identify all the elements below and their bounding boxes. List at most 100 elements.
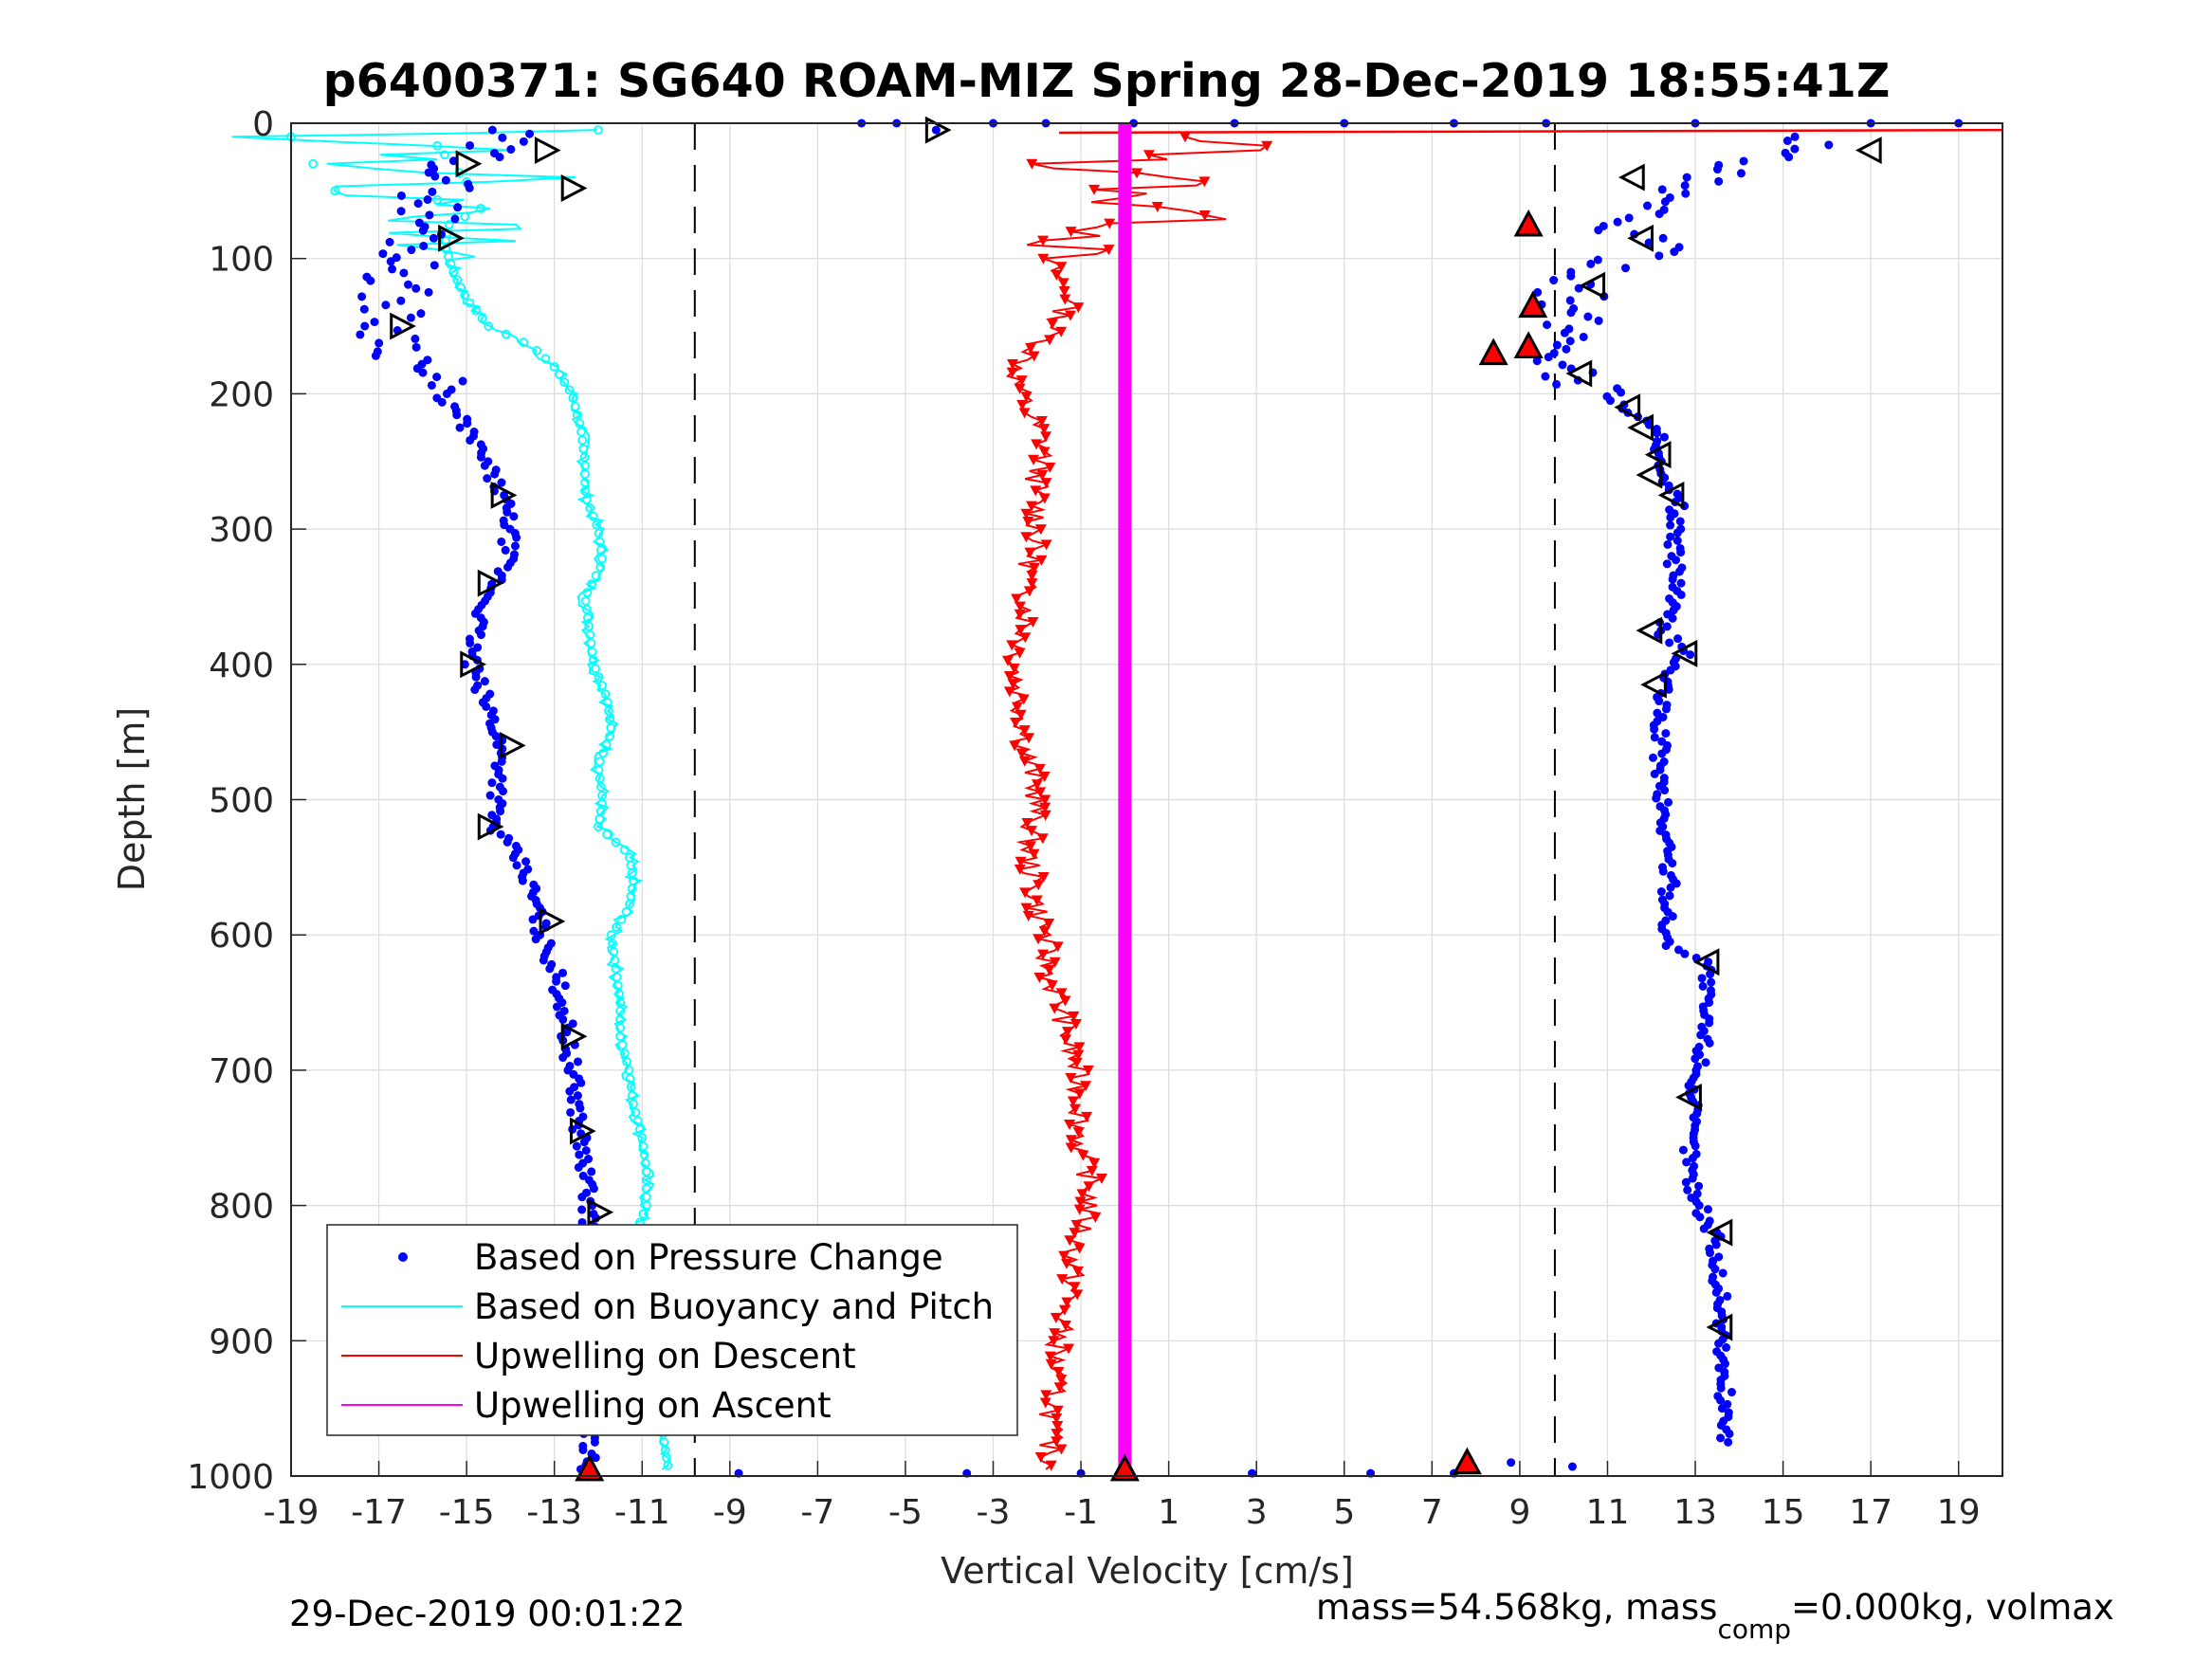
descent-point xyxy=(1031,895,1043,906)
y-tick-label: 100 xyxy=(209,241,274,280)
pressure-change-point xyxy=(545,964,555,974)
buoyancy-pitch-point xyxy=(583,612,593,623)
pressure-change-point xyxy=(1695,1212,1705,1222)
pressure-change-point xyxy=(399,268,409,278)
pressure-change-point xyxy=(1552,340,1562,350)
x-tick-label: 17 xyxy=(1849,1493,1892,1532)
pressure-change-point xyxy=(573,1091,582,1101)
legend-label-buoyancy: Based on Buoyancy and Pitch xyxy=(474,1286,994,1327)
buoyancy-pitch-point xyxy=(641,1175,651,1185)
descent-point xyxy=(1031,439,1043,450)
buoyancy-pitch-point xyxy=(601,739,612,750)
pressure-change-point xyxy=(425,210,434,220)
buoyancy-pitch-point xyxy=(617,1040,628,1050)
y-axis-label: Depth [m] xyxy=(111,707,153,892)
buoyancy-pitch-point xyxy=(616,914,627,924)
pressure-change-point xyxy=(558,968,568,977)
descent-point xyxy=(1035,415,1048,427)
descent-point xyxy=(1052,1366,1065,1377)
pressure-change-point xyxy=(1681,189,1691,198)
descent-point xyxy=(1058,1304,1070,1316)
pressure-change-point xyxy=(370,318,379,327)
descent-point xyxy=(1023,586,1035,597)
buoyancy-pitch-point xyxy=(580,469,590,480)
pressure-change-point xyxy=(424,168,433,177)
open-triangle-marker xyxy=(1671,639,1698,667)
pressure-change-point xyxy=(1666,532,1675,541)
descent-point xyxy=(1055,326,1068,337)
buoyancy-pitch-point xyxy=(626,1082,636,1092)
buoyancy-pitch-point xyxy=(640,1158,650,1168)
pressure-change-point xyxy=(1594,226,1603,235)
descent-point xyxy=(1037,253,1050,264)
buoyancy-pitch-point xyxy=(598,748,609,758)
open-triangle-marker xyxy=(1640,670,1667,699)
open-triangle-marker xyxy=(499,731,526,759)
pressure-change-point xyxy=(1668,912,1677,921)
pressure-change-point xyxy=(1658,866,1668,876)
pressure-change-point xyxy=(1673,634,1683,644)
x-tick-label: -15 xyxy=(439,1493,495,1532)
x-tick-label: 1 xyxy=(1158,1493,1179,1532)
descent-point xyxy=(1055,988,1068,999)
open-triangle-marker xyxy=(1579,271,1606,300)
descent-point xyxy=(1015,856,1027,867)
descent-point xyxy=(1027,616,1039,628)
x-tick-label: -5 xyxy=(888,1493,923,1532)
legend-label-ascent: Upwelling on Ascent xyxy=(474,1385,832,1426)
descent-point xyxy=(1018,725,1031,737)
legend-entry-ascent: Upwelling on Ascent xyxy=(341,1385,832,1426)
pressure-change-point xyxy=(1701,1058,1710,1067)
pressure-change-point xyxy=(1566,308,1576,318)
descent-point xyxy=(1018,408,1031,419)
buoyancy-pitch-point xyxy=(627,1090,637,1101)
descent-point xyxy=(1058,1250,1070,1262)
descent-point xyxy=(1086,1165,1098,1176)
pressure-change-point xyxy=(574,1162,583,1172)
descent-point xyxy=(1060,1034,1072,1046)
pressure-change-point xyxy=(529,926,539,936)
descent-point xyxy=(1038,424,1051,435)
pressure-change-point xyxy=(424,287,433,297)
pressure-change-point xyxy=(1660,786,1670,795)
descent-point xyxy=(1060,1258,1072,1269)
pressure-change-point xyxy=(1707,977,1716,987)
pressure-change-point xyxy=(1565,337,1575,346)
y-tick-label: 1000 xyxy=(187,1458,274,1497)
x-tick-label: 11 xyxy=(1586,1493,1630,1532)
pressure-change-point xyxy=(528,915,538,924)
pressure-change-point xyxy=(1686,650,1695,660)
descent-point xyxy=(1028,351,1040,362)
series-descent-line xyxy=(1005,136,1271,1470)
pressure-change-point xyxy=(407,246,416,255)
buoyancy-pitch-point xyxy=(576,427,586,437)
pressure-change-point xyxy=(455,423,465,432)
pressure-change-point xyxy=(1716,1395,1726,1405)
pressure-change-point xyxy=(574,1057,583,1066)
descent-point xyxy=(1045,1460,1057,1471)
pressure-change-point xyxy=(590,1437,599,1447)
pressure-change-point xyxy=(1656,887,1666,897)
descent-point xyxy=(1010,717,1022,728)
descent-point xyxy=(1071,1289,1084,1301)
buoyancy-pitch-point xyxy=(578,444,589,454)
pressure-change-point xyxy=(1675,517,1685,526)
descent-point xyxy=(1064,1119,1076,1130)
descent-point xyxy=(1095,1174,1107,1185)
descent-point xyxy=(1051,269,1063,281)
descent-point xyxy=(1024,547,1036,558)
buoyancy-pitch-point xyxy=(587,647,597,657)
x-tick-label: 5 xyxy=(1333,1493,1355,1532)
pressure-change-point xyxy=(531,935,540,944)
pressure-change-point xyxy=(1586,259,1596,268)
descent-point xyxy=(1038,493,1051,504)
descent-point xyxy=(1065,1135,1077,1146)
descent-point xyxy=(1002,655,1015,666)
buoyancy-pitch-point xyxy=(549,361,559,372)
descent-point xyxy=(1061,1297,1073,1308)
pressure-change-point xyxy=(485,791,495,800)
buoyancy-pitch-point xyxy=(625,899,634,909)
buoyancy-pitch-point xyxy=(606,930,616,940)
buoyancy-pitch-point xyxy=(615,1006,626,1016)
pressure-change-point xyxy=(487,125,497,135)
